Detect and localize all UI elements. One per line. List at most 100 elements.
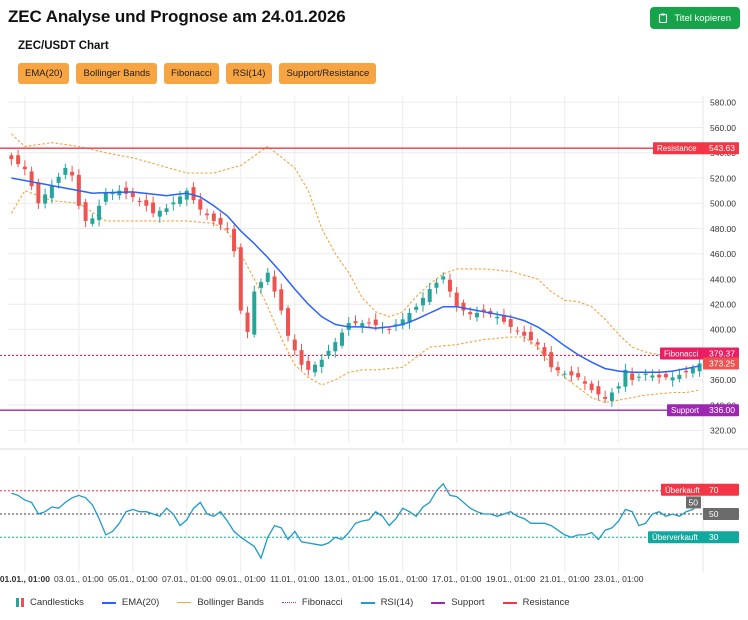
legend-item-fibonacci[interactable]: Fibonacci (281, 597, 343, 608)
x-tick-label: 09.01., 01:00 (216, 574, 266, 584)
candle (589, 383, 594, 391)
candle (292, 339, 297, 351)
rsi-oversold-tag: Überverkauft 30 (648, 531, 739, 544)
line-swatch-icon (360, 601, 375, 604)
candle (218, 218, 223, 225)
value-tag-box (661, 483, 739, 496)
candle (171, 202, 176, 205)
x-tick-label: 13.01., 01:00 (324, 574, 374, 584)
value-tag-box (667, 404, 739, 417)
value-tag-box (703, 508, 739, 520)
candle (157, 210, 162, 217)
candle (650, 375, 655, 378)
candle (630, 373, 635, 380)
copy-title-button[interactable]: Titel kopieren (650, 7, 740, 29)
support-tag: Support 336.00 (667, 404, 739, 417)
candle (407, 313, 412, 323)
page-title: ZEC Analyse und Prognose am 24.01.2026 (8, 7, 346, 26)
candle (70, 171, 75, 176)
candle (164, 208, 169, 212)
candle (49, 185, 54, 199)
candle (522, 331, 527, 336)
candle (151, 202, 156, 214)
legend-item-resistance[interactable]: Resistance (502, 597, 570, 608)
candle (130, 192, 135, 197)
candle (508, 319, 513, 327)
candle (36, 182, 41, 204)
indicator-button-fibonacci[interactable]: Fibonacci (164, 63, 219, 84)
x-tick-label: 03.01., 01:00 (54, 574, 104, 584)
candle (313, 364, 318, 373)
legend-label: RSI(14) (380, 597, 414, 608)
legend-label: Candlesticks (30, 597, 84, 608)
indicator-button-rsi[interactable]: RSI(14) (225, 63, 273, 84)
rsi-mid-tag: 50 (703, 508, 739, 520)
value-tag-name: Support (671, 406, 700, 415)
candle (677, 374, 682, 379)
rsi-last-tag (686, 496, 701, 509)
value-tag-value: 373.25 (709, 358, 735, 368)
candle (333, 342, 338, 352)
legend-item-ema[interactable]: EMA(20) (101, 597, 160, 608)
candle (238, 247, 243, 311)
x-tick-label: 07.01., 01:00 (162, 574, 212, 584)
candle (501, 314, 506, 322)
x-tick-label: 17.01., 01:00 (432, 574, 482, 584)
legend-item-bollinger[interactable]: Bollinger Bands (177, 597, 264, 608)
legend-label: Bollinger Bands (197, 597, 264, 608)
candle (603, 397, 608, 399)
price-chart[interactable]: 320.00340.00360.00380.00400.00420.00440.… (0, 90, 748, 588)
candle (373, 319, 378, 326)
candle (259, 282, 264, 288)
candle (562, 373, 567, 375)
price-tick-label: 420.00 (710, 300, 736, 310)
price-tick-label: 320.00 (710, 426, 736, 436)
line-swatch-icon (101, 601, 116, 604)
candle (211, 213, 216, 221)
legend-item-candlesticks[interactable]: Candlesticks (16, 597, 84, 608)
bollinger-lower-line (10, 189, 700, 404)
candle (124, 187, 129, 194)
indicator-button-ema[interactable]: EMA(20) (18, 63, 70, 84)
rsi-last-value: 50 (689, 497, 699, 507)
candle (690, 367, 695, 374)
indicator-toolbar: EMA(20) Bollinger Bands Fibonacci RSI(14… (18, 63, 377, 84)
candle (414, 306, 419, 310)
price-tick-label: 440.00 (710, 274, 736, 284)
indicator-button-support-resistance[interactable]: Support/Resistance (279, 63, 377, 84)
line-swatch-icon (177, 602, 192, 603)
candle (623, 369, 628, 387)
candle (225, 228, 230, 230)
legend-label: Support (451, 597, 485, 608)
price-tick-label: 520.00 (710, 173, 736, 183)
price-tick-label: 560.00 (710, 123, 736, 133)
value-tag-box (660, 347, 739, 360)
legend-item-rsi[interactable]: RSI(14) (360, 597, 414, 608)
ema-line (11, 177, 700, 374)
resistance-tag: Resistance 543.63 (653, 142, 739, 155)
candle (636, 376, 641, 378)
line-swatch-icon (431, 601, 446, 604)
legend-label: EMA(20) (121, 597, 160, 608)
last-price-tag: 373.25 (703, 357, 739, 370)
candlesticks-icon (16, 598, 24, 607)
candle (387, 328, 392, 330)
candle (245, 312, 250, 332)
candle (306, 360, 311, 370)
candle (137, 200, 142, 202)
x-tick-label: 11.01., 01:00 (270, 574, 319, 584)
candle (495, 316, 500, 319)
chart-title: ZEC/USDT Chart (18, 40, 109, 52)
candle (9, 155, 14, 160)
candle (56, 176, 61, 183)
candle (90, 218, 95, 224)
line-swatch-icon (281, 602, 296, 603)
x-tick-label: 05.01., 01:00 (108, 574, 158, 584)
value-tag-box (648, 531, 739, 544)
candle (528, 331, 533, 341)
candle (265, 272, 270, 282)
candle (420, 297, 425, 306)
legend-item-support[interactable]: Support (431, 597, 485, 608)
indicator-button-bollinger[interactable]: Bollinger Bands (76, 63, 158, 84)
candle (103, 193, 108, 202)
